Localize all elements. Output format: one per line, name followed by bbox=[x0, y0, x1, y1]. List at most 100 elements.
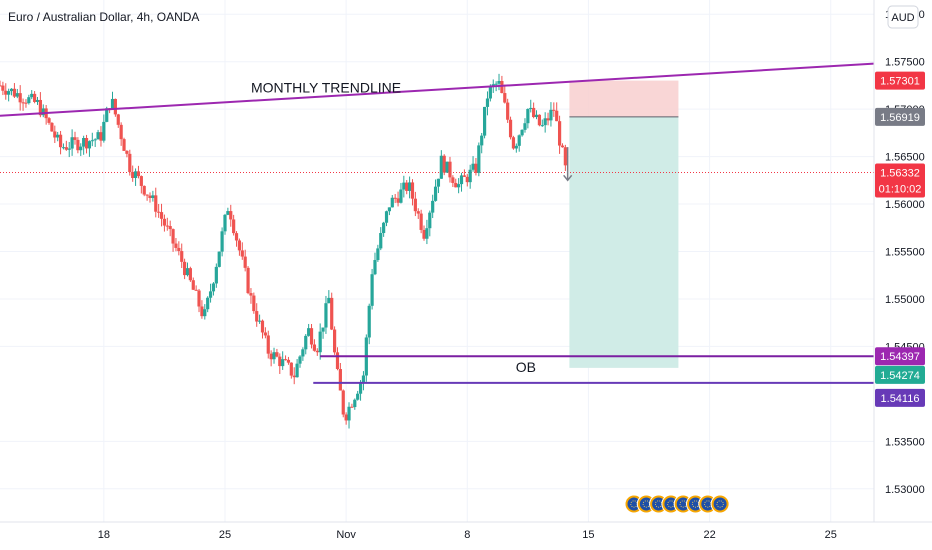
candle-body bbox=[249, 293, 253, 296]
candle-body bbox=[33, 93, 37, 102]
time-tick-label: Nov bbox=[336, 529, 356, 541]
candle-body bbox=[240, 250, 244, 257]
candle-body bbox=[307, 328, 311, 336]
candle-body bbox=[442, 155, 446, 173]
symbol-title: Euro / Australian Dollar, 4h, OANDA bbox=[8, 10, 200, 24]
candle-body bbox=[275, 352, 279, 357]
candle-body bbox=[448, 161, 452, 178]
candle-body bbox=[318, 331, 322, 353]
candle-body bbox=[491, 84, 495, 86]
candle-body bbox=[84, 138, 89, 149]
monthly-trendline[interactable] bbox=[0, 62, 875, 117]
candle-body bbox=[543, 118, 547, 126]
candle-body bbox=[292, 375, 296, 378]
candle-body bbox=[393, 197, 397, 199]
target-price-text: 1.54274 bbox=[880, 370, 920, 382]
economic-events[interactable] bbox=[624, 494, 730, 514]
candle-body bbox=[18, 93, 22, 103]
candle-body bbox=[136, 171, 141, 177]
candle-body bbox=[511, 137, 516, 149]
candle-body bbox=[552, 109, 556, 111]
ob-bottom-price-label: 1.54116 bbox=[875, 388, 925, 407]
candle-body bbox=[220, 231, 224, 252]
entry-price-text: 1.56919 bbox=[880, 112, 920, 124]
candle-body bbox=[165, 225, 169, 227]
candle-body bbox=[61, 147, 66, 149]
candle-body bbox=[0, 85, 2, 87]
candle-body bbox=[266, 335, 270, 354]
candle-body bbox=[203, 309, 207, 317]
candle-body bbox=[194, 289, 198, 291]
candle-body bbox=[73, 137, 77, 140]
candle-body bbox=[309, 328, 314, 345]
candle-body bbox=[304, 335, 308, 350]
candle-body bbox=[341, 390, 345, 415]
candle-body bbox=[223, 214, 227, 232]
candle-body bbox=[451, 177, 455, 183]
candle-body bbox=[70, 137, 74, 149]
candle-body bbox=[462, 175, 467, 177]
candle-body bbox=[243, 256, 247, 268]
candle-body bbox=[206, 297, 210, 310]
candle-body bbox=[523, 123, 527, 130]
stop-loss-price-label: 1.57301 bbox=[875, 71, 925, 90]
candle-body bbox=[162, 218, 167, 226]
entry-price-label: 1.56919 bbox=[875, 107, 925, 126]
candle-body bbox=[113, 98, 117, 115]
candle-body bbox=[497, 80, 501, 84]
candle-body bbox=[148, 195, 152, 199]
candle-body bbox=[419, 213, 423, 230]
candle-body bbox=[99, 132, 103, 141]
candle-body bbox=[154, 195, 158, 212]
candle-body bbox=[191, 280, 195, 290]
candle-body bbox=[116, 114, 120, 125]
candle-body bbox=[508, 119, 513, 138]
candle-body bbox=[183, 261, 187, 276]
candle-body bbox=[338, 369, 342, 391]
candle-body bbox=[180, 251, 184, 262]
candle-body bbox=[387, 207, 392, 212]
candle-body bbox=[9, 88, 14, 92]
time-axis[interactable]: 18 25 Nov 8 15 22 25 bbox=[98, 529, 837, 541]
candle-body bbox=[436, 178, 441, 187]
candle-body bbox=[174, 243, 178, 248]
candle-body bbox=[200, 306, 204, 317]
stop-loss-zone[interactable] bbox=[569, 80, 679, 117]
candle-body bbox=[494, 83, 498, 85]
candle-body bbox=[30, 93, 34, 98]
candle-body bbox=[278, 356, 282, 367]
candle-body bbox=[407, 182, 412, 191]
candle-body bbox=[53, 131, 57, 138]
event-marker-icon[interactable] bbox=[710, 494, 730, 514]
candle-body bbox=[232, 219, 236, 234]
candle-body bbox=[396, 198, 400, 203]
candle-body bbox=[425, 228, 429, 239]
candle-body bbox=[93, 139, 97, 141]
candle-body bbox=[56, 134, 60, 138]
candle-body bbox=[555, 110, 559, 122]
candle-body bbox=[27, 97, 31, 104]
candle-body bbox=[79, 146, 83, 151]
candle-body bbox=[532, 107, 536, 118]
last-price-label: 1.56332 01:10:02 bbox=[875, 163, 925, 198]
candle-body bbox=[171, 229, 175, 244]
currency-label: AUD bbox=[891, 12, 914, 24]
currency-button[interactable]: AUD bbox=[887, 5, 919, 29]
candle-body bbox=[139, 176, 143, 186]
candle-body bbox=[361, 375, 366, 383]
candle-body bbox=[119, 124, 123, 140]
profit-target-zone[interactable] bbox=[569, 116, 679, 368]
candle-body bbox=[258, 320, 262, 322]
candle-body bbox=[142, 185, 146, 195]
candle-body bbox=[47, 118, 51, 123]
candle-body bbox=[526, 108, 530, 124]
candle-body bbox=[468, 169, 472, 183]
candle-body bbox=[546, 118, 550, 121]
candle-body bbox=[344, 414, 348, 421]
candle-body bbox=[21, 102, 25, 104]
candle-body bbox=[563, 147, 567, 166]
ob-label: OB bbox=[516, 359, 536, 375]
candle-body bbox=[269, 353, 273, 360]
candle-body bbox=[177, 247, 181, 252]
